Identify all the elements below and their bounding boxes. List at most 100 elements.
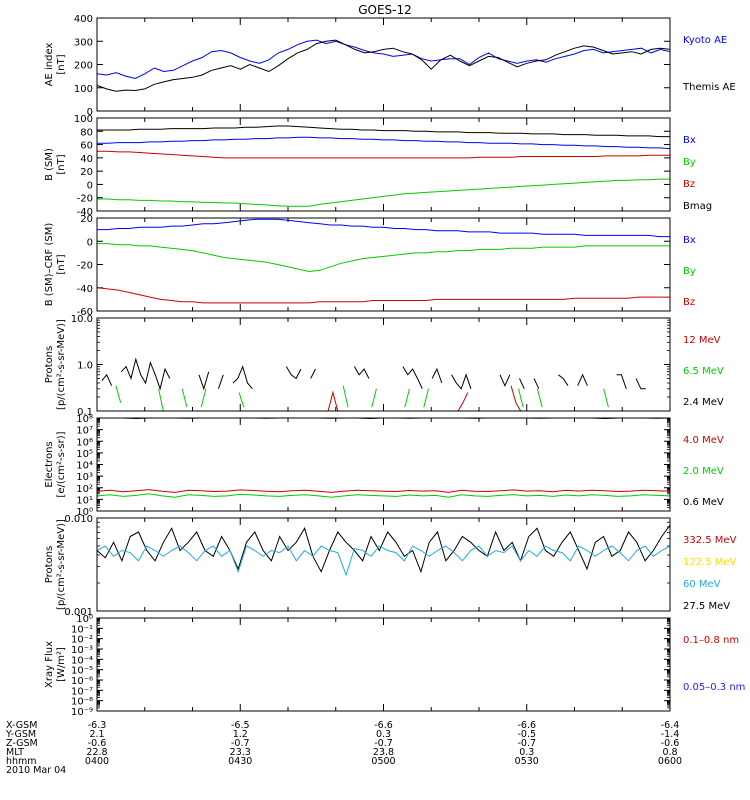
y-axis-label-line: [e/(cm²-s-sr)]	[56, 431, 67, 497]
legend-label: Bz	[683, 297, 695, 308]
series-2-0-mev	[96, 493, 671, 498]
legend-label: 4.0 MeV	[683, 435, 724, 446]
legend-label: 2.0 MeV	[683, 466, 724, 477]
series-2-4-mev	[451, 373, 472, 390]
y-tick-label: 10²	[76, 484, 93, 495]
series-bx	[97, 136, 671, 150]
panel-p1: 0.1 1.0 10.0 Protons[p/(cm²-s-sr-MeV)] 12 Me…	[44, 314, 724, 418]
legend-label: 6.5 MeV	[683, 366, 724, 377]
x-col-value: 2.1	[89, 729, 104, 740]
panel-b: -40 -20 0 20 40 60 80 100 B (SM)[nT] Bx By Bz Bmag	[44, 114, 712, 218]
x-row-label: Y-GSM	[5, 729, 36, 740]
y-axis-label: B (SM)[nT]	[44, 148, 67, 181]
x-col-value: -6.6	[517, 720, 536, 731]
x-row-label: X-GSM	[6, 720, 37, 731]
y-tick-label: 10⁻³	[71, 645, 93, 656]
y-axis-label-line: [nT]	[56, 254, 67, 274]
series-6-5-mev	[181, 388, 188, 408]
y-tick-label: 10⁵	[76, 449, 93, 460]
y-axis-label-line: Protons	[44, 346, 55, 383]
series-2-4-mev	[232, 365, 253, 390]
plot-frame	[96, 117, 671, 212]
y-axis-label-line: [p/(cm²-s-sr-MeV)]	[56, 519, 67, 610]
y-tick-label: 80	[80, 127, 93, 138]
legend-label: By	[683, 266, 696, 277]
series-6-5-mev	[115, 385, 122, 403]
y-tick-label: 0	[87, 180, 93, 191]
y-tick-label: 10⁻²	[71, 635, 93, 646]
plot-frame	[96, 17, 671, 112]
y-tick-label: 10⁰	[76, 507, 93, 518]
series-by	[97, 178, 670, 207]
y-tick-label: 0	[87, 107, 93, 118]
series-27-5-mev	[96, 524, 671, 574]
series-2-4-mev	[120, 357, 171, 391]
x-row-label: MLT	[6, 747, 24, 758]
series-2-4-mev	[635, 378, 646, 390]
legend-label: 0.05–0.3 nm	[683, 682, 745, 693]
series-6-5-mev	[158, 388, 164, 412]
series-2-4-mev	[217, 374, 224, 389]
x-col-value: -0.7	[231, 738, 250, 749]
y-tick-label: 10⁷	[76, 426, 93, 437]
y-tick-label: 300	[74, 37, 93, 48]
x-col-value: -0.6	[661, 738, 680, 749]
series-2-4-mev	[353, 366, 370, 379]
y-axis-label-line: Protons	[44, 546, 55, 583]
legend-label: Bz	[683, 179, 695, 190]
series-6-5-mev	[238, 392, 245, 408]
y-tick-label: 10⁴	[76, 461, 93, 472]
series-12-mev	[510, 385, 522, 412]
y-axis-label: Protons[p/(cm²-s-sr-MeV)]	[44, 519, 67, 610]
series-4-0-mev	[96, 489, 671, 493]
x-col-value: -0.5	[517, 729, 536, 740]
y-tick-label: 0	[87, 237, 93, 248]
plot-frame	[96, 617, 671, 712]
series-2-4-mev	[402, 366, 423, 390]
y-tick-label: -20	[77, 261, 93, 272]
series-2-4-mev	[198, 371, 210, 391]
y-tick-label: 10⁻⁶	[71, 676, 93, 687]
series-6-5-mev	[536, 388, 543, 408]
x-col-value: 22.8	[86, 747, 107, 758]
y-tick-label: 10⁻⁴	[71, 655, 93, 666]
y-tick-label: 60	[80, 141, 93, 152]
series-2-4-mev	[499, 374, 511, 387]
legend-label: Kyoto AE	[683, 35, 727, 46]
legend-label: 332.5 MeV	[683, 535, 737, 546]
legend-label: By	[683, 157, 696, 168]
x-row-label: hhmm	[6, 756, 37, 767]
series-12-mev	[457, 392, 469, 412]
x-col-value: 23.3	[230, 747, 251, 758]
y-tick-label: 100	[74, 114, 93, 125]
x-col-value: 0.8	[662, 747, 677, 758]
x-row-label: Z-GSM	[6, 738, 38, 749]
legend-label: 0.1–0.8 nm	[683, 635, 739, 646]
series-2-4-mev	[519, 378, 525, 390]
y-axis-label-line: B (SM)	[44, 148, 55, 181]
y-tick-label: 10⁻⁷	[71, 686, 93, 697]
x-col-value: -6.6	[374, 720, 393, 731]
y-axis-label-line: [W/m²]	[56, 647, 67, 682]
series-themis-ae	[96, 39, 671, 92]
series-6-5-mev	[603, 388, 609, 408]
y-tick-label: 20	[80, 167, 93, 178]
x-col-value: 0500	[371, 756, 395, 767]
x-col-value: 0600	[658, 756, 682, 767]
series-2-4-mev	[101, 373, 113, 386]
series-2-4-mev	[533, 378, 540, 390]
series-bz	[97, 150, 670, 159]
plot-frame	[96, 217, 671, 312]
legend-label: 27.5 MeV	[683, 601, 730, 612]
x-col-value: 1.2	[233, 729, 248, 740]
y-axis-label-line: Electrons	[44, 441, 55, 487]
legend-label: Bmag	[683, 201, 712, 212]
x-col-value: 23.8	[373, 747, 394, 758]
series-6-5-mev	[342, 385, 349, 408]
y-tick-label: 10⁻¹	[71, 624, 93, 635]
legend-label: Themis AE	[682, 82, 736, 93]
x-col-value: -6.5	[231, 720, 250, 731]
